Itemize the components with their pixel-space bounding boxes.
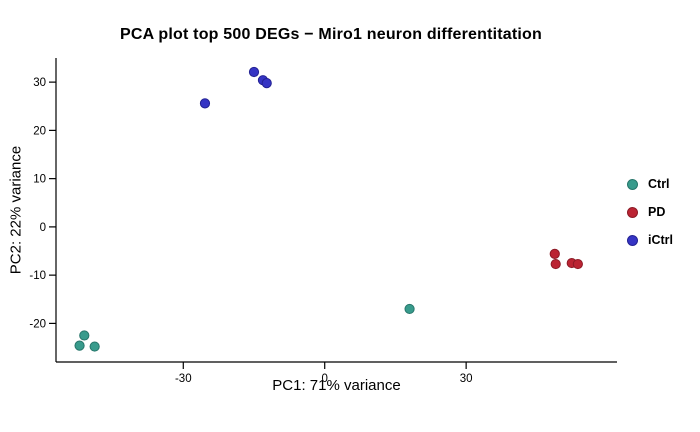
legend-label: Ctrl	[648, 177, 670, 191]
legend-label: PD	[648, 205, 666, 219]
x-tick-label: 30	[460, 373, 473, 385]
data-point-pd	[549, 248, 560, 260]
y-tick-label: 20	[33, 125, 46, 137]
legend-dot-icon	[627, 178, 638, 190]
x-axis-label: PC1: 71% variance	[272, 377, 401, 394]
data-point-ctrl	[79, 330, 90, 341]
x-tick-label: 0	[322, 373, 328, 385]
y-axis-label: PC2: 22% variance	[7, 145, 25, 275]
data-point-ictrl	[248, 66, 260, 78]
legend-item-pd: PD	[627, 205, 673, 219]
x-tick-label: -30	[175, 373, 192, 385]
legend-dot-icon	[627, 206, 638, 218]
y-tick-label: -10	[29, 270, 46, 282]
legend-label: iCtrl	[648, 233, 673, 247]
legend: Ctrl PD iCtrl	[627, 177, 673, 247]
legend-item-ictrl: iCtrl	[627, 233, 673, 247]
y-tick-label: 0	[40, 222, 46, 234]
y-tick-label: 10	[33, 174, 46, 186]
data-point-pd	[572, 258, 583, 270]
data-point-ictrl	[261, 77, 272, 89]
data-point-pd	[550, 258, 561, 270]
data-point-ctrl	[89, 341, 100, 352]
y-tick-label: -20	[29, 318, 46, 330]
data-point-ictrl	[199, 98, 211, 109]
data-point-ctrl	[404, 303, 415, 315]
legend-item-ctrl: Ctrl	[627, 177, 673, 191]
chart-title: PCA plot top 500 DEGs − Miro1 neuron dif…	[119, 26, 543, 43]
y-tick-label: 30	[33, 77, 46, 89]
data-point-ctrl	[74, 340, 85, 351]
legend-dot-icon	[627, 234, 638, 246]
